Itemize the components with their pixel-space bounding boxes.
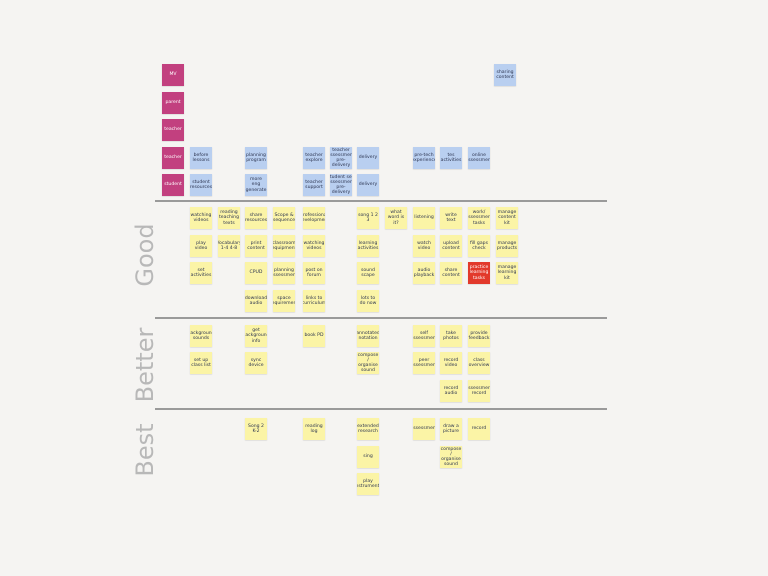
divider xyxy=(155,408,607,410)
divider xyxy=(155,200,607,202)
activity-note: student resources xyxy=(190,174,212,196)
sticky-note: work/ assessment tasks xyxy=(468,207,490,229)
activity-note: delivery xyxy=(357,147,379,169)
sticky-note: draw a picture xyxy=(440,418,462,440)
sticky-note: audio playback xyxy=(413,262,435,284)
sticky-note: space requirement xyxy=(273,290,295,312)
sticky-note: print content xyxy=(245,235,267,257)
sticky-note: listening xyxy=(413,207,435,229)
sticky-note: watching videos xyxy=(303,235,325,257)
sticky-note: Vocabulary 1-4 4-8 xyxy=(218,235,240,257)
sticky-note: practice learning tasks xyxy=(468,262,490,284)
sticky-note: play instruments xyxy=(357,473,379,495)
sticky-note: annotated notation xyxy=(357,325,379,347)
sticky-note: song 1 2 3 xyxy=(357,207,379,229)
sticky-note: record xyxy=(468,418,490,440)
role-note: teacher xyxy=(162,119,184,141)
sticky-note: assessment record xyxy=(468,380,490,402)
section-label: Good xyxy=(131,223,159,287)
role-note: student xyxy=(162,174,184,196)
sticky-note: watching videos xyxy=(190,207,212,229)
sticky-note: record video xyxy=(440,352,462,374)
sticky-note: post on forum xyxy=(303,262,325,284)
sticky-note: reading log xyxy=(303,418,325,440)
activity-note: student self assessment pre-delivery xyxy=(330,174,352,196)
sticky-note: extended research xyxy=(357,418,379,440)
activity-note: teacher support xyxy=(303,174,325,196)
sticky-note: sing xyxy=(357,446,379,468)
activity-note: delivery xyxy=(357,174,379,196)
sticky-note: self assessment xyxy=(413,325,435,347)
sticky-note: take photos xyxy=(440,325,462,347)
role-note: parent xyxy=(162,92,184,114)
sticky-note: sound scape xyxy=(357,262,379,284)
activity-note: planning program xyxy=(245,147,267,169)
sticky-note: share content xyxy=(440,262,462,284)
sticky-note: assessment xyxy=(413,418,435,440)
sticky-note: learning activities xyxy=(357,235,379,257)
sticky-note: planning assessment xyxy=(273,262,295,284)
sticky-note: set up class list xyxy=(190,352,212,374)
sticky-note: compose / organise sound xyxy=(440,446,462,468)
sticky-note: professional development xyxy=(303,207,325,229)
sticky-note: Scope & sequence xyxy=(273,207,295,229)
sticky-note: upload content xyxy=(440,235,462,257)
sticky-note: what word is it? xyxy=(385,207,407,229)
activity-note: teacher assessment pre-delivery xyxy=(330,147,352,169)
sticky-note: links to curriculum xyxy=(303,290,325,312)
sticky-note: peer assessment xyxy=(413,352,435,374)
role-note: teacher xyxy=(162,147,184,169)
sticky-note: sync device xyxy=(245,352,267,374)
sticky-note: provide feedback xyxy=(468,325,490,347)
sticky-note: write text xyxy=(440,207,462,229)
sticky-note: download audio xyxy=(245,290,267,312)
sticky-note: lots to do now xyxy=(357,290,379,312)
divider xyxy=(155,317,607,319)
sticky-note: classroom equipment xyxy=(273,235,295,257)
sticky-note: manage content kit xyxy=(496,207,518,229)
sticky-note: share resources xyxy=(245,207,267,229)
activity-note: before lessons xyxy=(190,147,212,169)
section-label: Best xyxy=(131,423,159,477)
sticky-note: compose / organise sound xyxy=(357,352,379,374)
activity-note: pre-tech experience xyxy=(413,147,435,169)
role-note: MV xyxy=(162,64,184,86)
sticky-note: get background info xyxy=(245,325,267,347)
sticky-note: manage learning kit xyxy=(496,262,518,284)
activity-note: online assessment xyxy=(468,147,490,169)
blue-note: sharing content xyxy=(494,64,516,86)
sticky-note: reading teaching texts xyxy=(218,207,240,229)
sticky-note: Song 2 K-2 xyxy=(245,418,267,440)
sticky-note: CPUD xyxy=(245,262,267,284)
sticky-note: manage products xyxy=(496,235,518,257)
activity-note: tes activities xyxy=(440,147,462,169)
sticky-note: record audio xyxy=(440,380,462,402)
activity-note: more eng generate xyxy=(245,174,267,196)
sticky-note: set activities xyxy=(190,262,212,284)
activity-note: teacher explore xyxy=(303,147,325,169)
sticky-note: background sounds xyxy=(190,325,212,347)
sticky-note: book PD xyxy=(303,325,325,347)
sticky-note: fill gaps check xyxy=(468,235,490,257)
sticky-note: watch video xyxy=(413,235,435,257)
sticky-note: play video xyxy=(190,235,212,257)
sticky-note: class overview xyxy=(468,352,490,374)
